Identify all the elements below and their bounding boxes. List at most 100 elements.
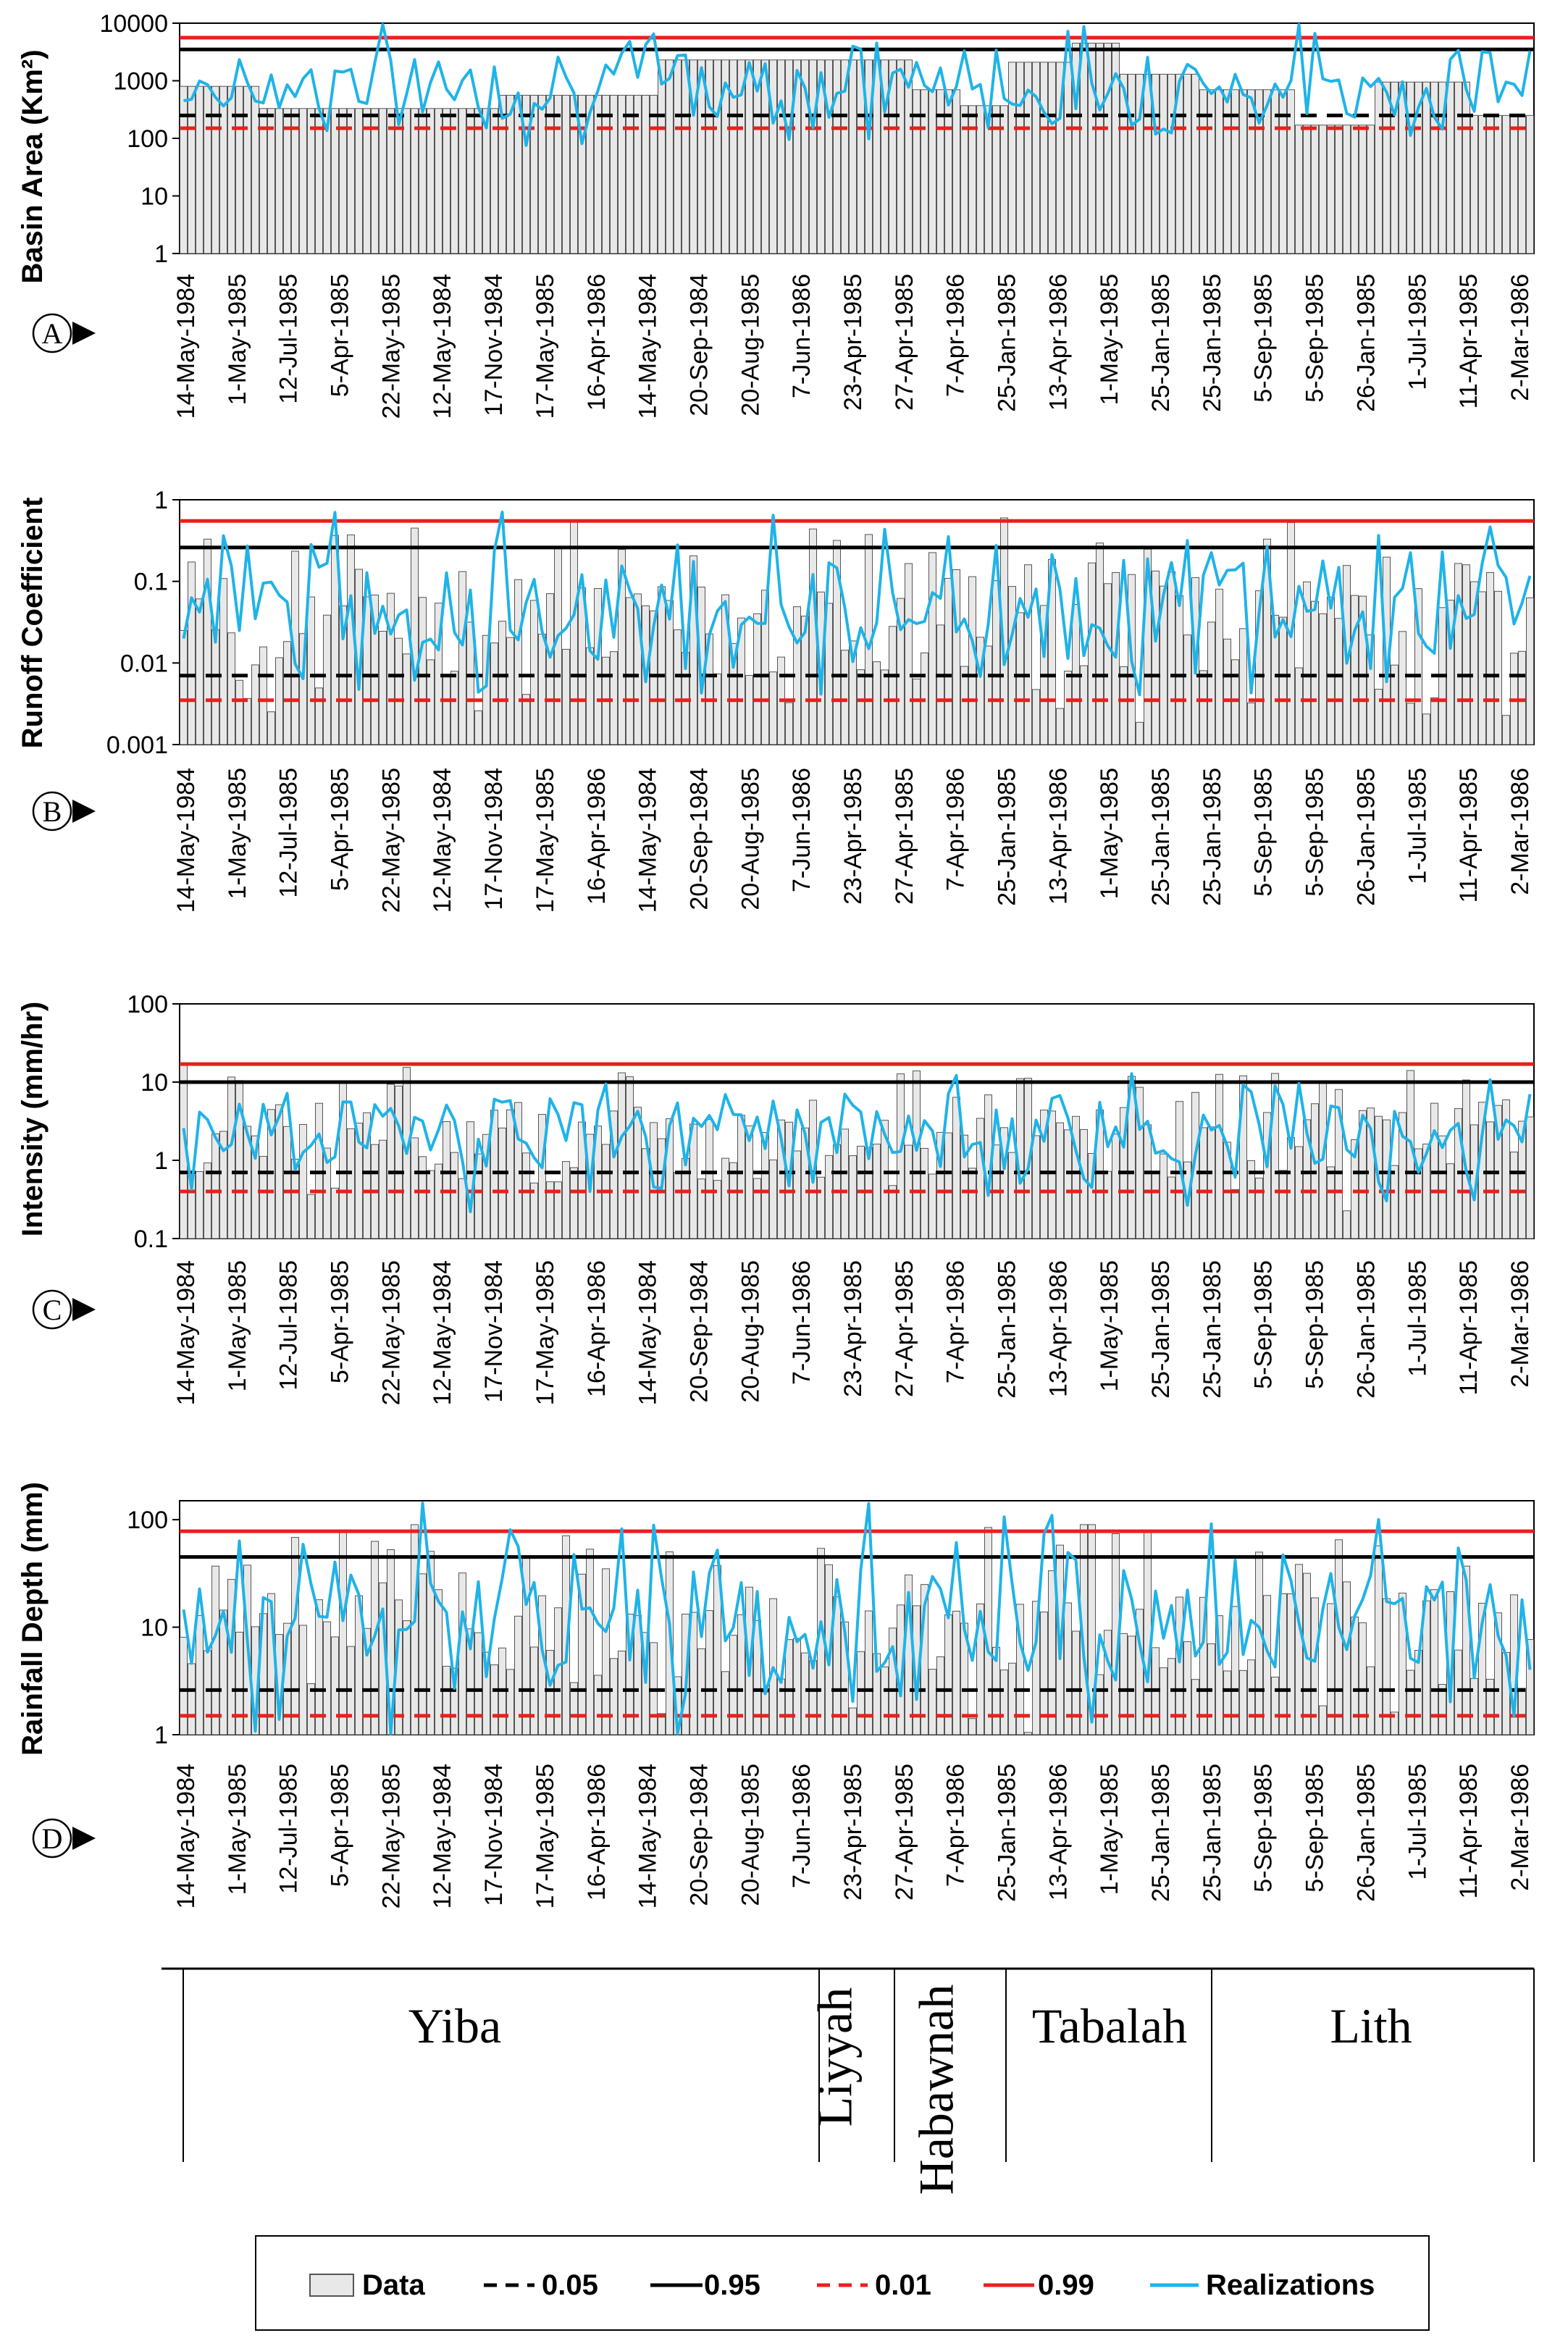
legend-box <box>255 2235 1430 2331</box>
x-tick-label: 7-Apr-1986 <box>942 1260 970 1383</box>
data-bar <box>450 108 458 254</box>
data-bar <box>307 1194 315 1239</box>
data-bar <box>227 1076 235 1239</box>
x-tick-label: 17-May-1985 <box>532 1260 559 1405</box>
data-bar <box>299 108 307 254</box>
data-bar <box>642 95 650 254</box>
data-bar <box>435 1589 443 1735</box>
x-tick-label: 1-May-1985 <box>224 1764 251 1895</box>
data-bar <box>1247 1659 1255 1735</box>
data-bar <box>506 1669 514 1735</box>
data-bar <box>435 108 443 254</box>
data-bar <box>578 1573 586 1735</box>
data-bar <box>857 669 865 745</box>
data-bar <box>729 59 737 254</box>
data-bar <box>729 642 737 745</box>
data-bar <box>745 1125 753 1239</box>
data-bar <box>498 95 506 254</box>
data-bar <box>1040 1110 1048 1239</box>
y-axis-label: Rainfall Depth (mm) <box>17 1482 49 1756</box>
panel-b: 0.001 0.01 0.1 1 Runoff Coefficient 14-May-19… <box>17 487 1535 913</box>
data-bar <box>275 108 283 254</box>
data-bar <box>1032 1135 1040 1239</box>
data-bar <box>196 1170 204 1239</box>
y-tick-label: 10000 <box>99 10 168 38</box>
y-tick-label: 1 <box>154 487 168 514</box>
y-tick-label: 100 <box>127 1507 168 1534</box>
data-bar <box>546 1181 554 1239</box>
panel-badge-letter: B <box>43 795 62 828</box>
data-bar <box>889 626 897 745</box>
data-bar <box>626 1076 634 1239</box>
data-bar <box>1183 634 1191 745</box>
data-bar <box>1391 664 1399 745</box>
x-tick-label: 25-Jan-1985 <box>1147 1764 1175 1902</box>
x-tick-label: 17-Nov-1984 <box>480 1260 508 1403</box>
data-bar <box>1438 1135 1446 1239</box>
x-tick-label: 20-Sep-1984 <box>685 1764 713 1906</box>
x-tick-label: 20-Aug-1985 <box>737 1260 764 1403</box>
data-bar <box>1319 125 1327 254</box>
data-bar <box>1231 89 1239 254</box>
x-tick-label: 26-Jan-1985 <box>1352 768 1380 906</box>
data-bar <box>1247 1160 1255 1239</box>
data-bar <box>905 563 913 745</box>
data-bar <box>1008 586 1016 745</box>
data-bar <box>323 1621 331 1735</box>
data-bar <box>737 617 745 745</box>
data-bar <box>737 1614 745 1735</box>
data-bar <box>721 594 729 745</box>
x-tick-label: 25-Jan-1985 <box>994 274 1021 412</box>
data-bar <box>1136 1609 1144 1735</box>
x-tick-label: 17-May-1985 <box>532 1764 559 1909</box>
data-bar <box>1422 1600 1430 1735</box>
data-bar <box>419 1573 427 1735</box>
data-bar <box>968 1168 976 1239</box>
data-bar <box>1064 671 1072 745</box>
data-bar <box>363 108 371 254</box>
data-bar <box>1239 1075 1247 1239</box>
x-tick-label: 20-Sep-1984 <box>685 768 713 910</box>
x-tick-label: 16-Apr-1986 <box>583 1260 611 1397</box>
panel-d: 1 10 100 Rainfall Depth (mm) 14-May-1984 1-Ma… <box>17 1482 1535 1909</box>
data-bar <box>331 108 339 254</box>
data-bar <box>1215 1073 1223 1239</box>
data-bar <box>594 1126 602 1239</box>
x-tick-label: 12-Jul-1985 <box>275 274 303 404</box>
data-bar <box>395 108 403 254</box>
region-label-yiba: Yiba <box>408 1998 501 2053</box>
data-bar <box>825 1155 833 1239</box>
data-bar <box>602 95 610 254</box>
legend: Data 0.05 0.95 0.01 0.99 Realizations <box>255 2235 1430 2331</box>
data-bar <box>1462 1565 1470 1735</box>
data-bar <box>1231 659 1239 745</box>
data-bar <box>562 1535 570 1735</box>
data-bar <box>379 631 387 745</box>
data-bar <box>1247 702 1255 745</box>
x-tick-label: 1-May-1985 <box>224 274 251 405</box>
data-bar <box>331 1187 339 1239</box>
realizations-line <box>183 22 1532 147</box>
x-tick-label: 17-May-1985 <box>532 768 559 913</box>
data-bar <box>235 85 243 254</box>
data-bar <box>387 1084 395 1239</box>
data-bar <box>1502 715 1510 745</box>
x-tick-label: 1-Jul-1985 <box>1404 1764 1431 1880</box>
data-bar <box>1470 1677 1478 1735</box>
data-bar <box>530 600 538 745</box>
data-bar <box>538 633 546 745</box>
data-bar <box>1000 1127 1008 1239</box>
data-bar <box>1152 570 1160 745</box>
x-tick-label: 5-Apr-1985 <box>327 768 354 891</box>
data-bar <box>570 1682 578 1735</box>
data-bar <box>650 95 658 254</box>
data-bar <box>713 1180 721 1239</box>
data-bar <box>1279 89 1287 254</box>
data-bar <box>1391 1712 1399 1735</box>
data-bar <box>1167 1176 1175 1239</box>
data-bar <box>1486 1121 1494 1239</box>
data-bar <box>881 59 889 254</box>
data-bar <box>610 95 618 254</box>
x-tick-label: 17-Nov-1984 <box>480 274 508 416</box>
data-bar <box>1327 1603 1335 1735</box>
